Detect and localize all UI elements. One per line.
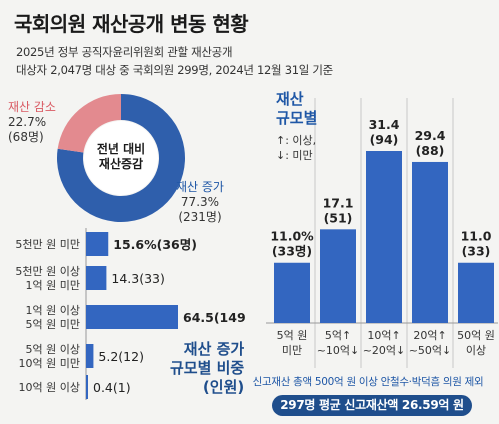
increase-size-title-line3: (인원) bbox=[202, 378, 245, 396]
bar-category-label: 5억 원 bbox=[277, 329, 308, 342]
donut-center-line1: 전년 대비 bbox=[96, 142, 146, 156]
arrow-legend: ↑: 이상, ↓: 미만 bbox=[276, 133, 316, 163]
bar-2 bbox=[366, 151, 402, 323]
bar-1 bbox=[320, 229, 356, 323]
increase-size-title-line2: 규모별 비중 bbox=[170, 359, 245, 377]
decrease-percent: 22.7% bbox=[8, 115, 47, 129]
subtitle-source: 2025년 정부 공직자윤리위원회 관할 재산공개 bbox=[16, 45, 233, 59]
bar-count-label: (51) bbox=[324, 210, 353, 225]
decrease-count: (68명) bbox=[8, 130, 44, 144]
bar-category-label: ~20억↓ bbox=[363, 344, 406, 357]
bar-category-label: 1억 원 이상 bbox=[26, 304, 80, 317]
bar-4 bbox=[86, 375, 88, 399]
increase-size-chart-title: 재산 증가 규모별 비중 (인원) bbox=[170, 340, 244, 397]
bar-value-label: 29.4 bbox=[415, 128, 446, 143]
bar-category-label: ~50억↓ bbox=[409, 344, 452, 357]
asset-size-title-line2: 규모별 bbox=[276, 109, 318, 127]
asset-size-bar-chart: 11.0%(33명) 5억 원미만 17.1(51) 5억↑ ~10억↓ 31.4(94)… bbox=[266, 98, 498, 368]
bar-category-label: 20억↑ bbox=[413, 329, 446, 342]
bar-category-label: 10억↑ bbox=[367, 329, 400, 342]
bar-value-label: 11.0% bbox=[270, 229, 314, 244]
bar-category-label: 이상 bbox=[466, 344, 486, 357]
bar-value-label: 5.2(12) bbox=[98, 349, 144, 364]
bar-value-label: 15.6%(36명) bbox=[113, 237, 197, 252]
subtitle-scope: 대상자 2,047명 대상 중 국회의원 299명, 2024년 12월 31일… bbox=[16, 63, 333, 77]
asset-size-title-line1: 재산 bbox=[276, 90, 304, 108]
bar-category-label: ~10억↓ bbox=[317, 344, 360, 357]
bar-category-label: 5억 원 미만 bbox=[26, 318, 80, 331]
increase-count: (231명) bbox=[178, 210, 222, 224]
bar-0 bbox=[86, 232, 109, 256]
bar-count-label: (33명) bbox=[272, 244, 312, 259]
bar-value-label: 31.4 bbox=[369, 117, 400, 132]
bar-4 bbox=[458, 262, 494, 323]
bar-category-label: 50억 원 bbox=[457, 329, 495, 342]
bar-value-label: 0.4(1) bbox=[93, 380, 131, 395]
donut-center-line2: 재산증감 bbox=[98, 157, 144, 171]
asset-size-chart-title: 재산 규모별 bbox=[276, 90, 317, 128]
bar-category-label: 5억 원 이상 bbox=[26, 343, 80, 356]
bar-value-label: 64.5(149) bbox=[183, 310, 245, 325]
bar-value-label: 14.3(33) bbox=[111, 271, 165, 286]
footnote: 신고재산 총액 500억 원 이상 안철수·박덕흠 의원 제외 bbox=[252, 376, 484, 388]
increase-percent: 77.3% bbox=[180, 195, 220, 209]
bar-2 bbox=[86, 305, 178, 329]
donut-hole bbox=[84, 121, 158, 195]
bar-0 bbox=[274, 262, 310, 323]
bar-3 bbox=[86, 344, 94, 368]
bar-value-label: 17.1 bbox=[323, 195, 354, 210]
bar-1 bbox=[86, 266, 107, 290]
bar-count-label: (88) bbox=[416, 143, 445, 158]
bar-category-label: 미만 bbox=[282, 344, 302, 357]
bar-count-label: (33) bbox=[462, 244, 491, 259]
donut-center-label: 전년 대비 재산증감 bbox=[86, 142, 156, 172]
donut-chart bbox=[57, 94, 185, 223]
legend-down: ↓: 미만 bbox=[276, 149, 313, 162]
donut-slice-decrease bbox=[57, 94, 121, 153]
page-title: 국회의원 재산공개 변동 현황 bbox=[14, 12, 249, 36]
donut-slice-increase bbox=[57, 94, 185, 223]
increase-title: 재산 증가 bbox=[176, 180, 224, 194]
average-summary-badge: 297명 평균 신고재산액 26.59억 원 bbox=[272, 395, 472, 416]
bar-category-label: 1억 원 미만 bbox=[26, 279, 80, 292]
bar-category-label: 5억↑ bbox=[325, 329, 351, 342]
bar-category-label: 10억 원 미만 bbox=[19, 357, 80, 370]
bar-value-label: 11.0 bbox=[461, 229, 492, 244]
bar-category-label: 10억 원 이상 bbox=[19, 381, 80, 394]
increase-size-title-line1: 재산 증가 bbox=[183, 340, 245, 358]
increase-label: 재산 증가 77.3% (231명) bbox=[176, 180, 224, 225]
bar-3 bbox=[412, 161, 448, 323]
bar-category-label: 5천만 원 이상 bbox=[15, 264, 80, 278]
legend-up: ↑: 이상, bbox=[276, 134, 317, 147]
decrease-title: 재산 감소 bbox=[8, 100, 56, 114]
bar-count-label: (94) bbox=[370, 132, 399, 147]
decrease-label: 재산 감소 22.7% (68명) bbox=[8, 100, 56, 145]
bar-category-label: 5천만 원 미만 bbox=[15, 237, 80, 251]
